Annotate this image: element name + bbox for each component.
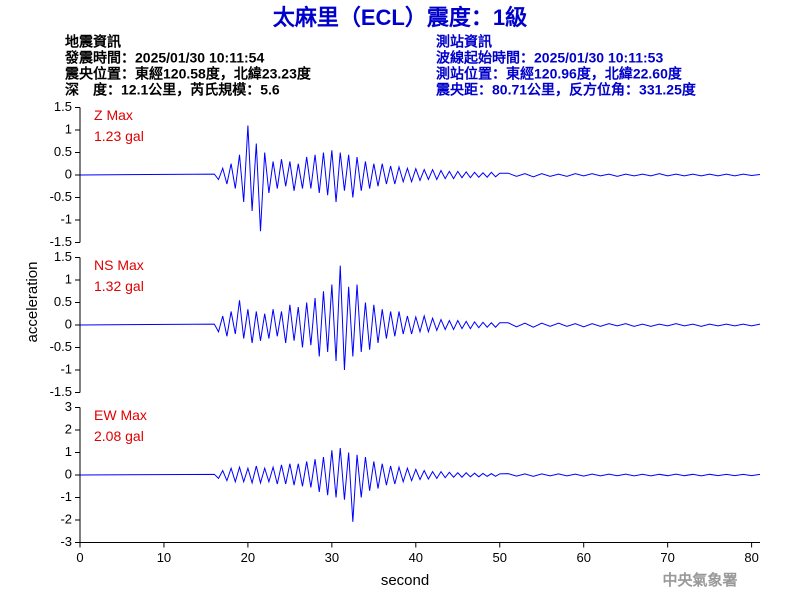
- header-left: 震央位置：東經120.58度，北緯23.23度: [64, 66, 312, 82]
- series-name: Z Max: [94, 107, 133, 123]
- header-right: 測站位置：東經120.96度，北緯22.60度: [436, 66, 683, 82]
- header-right: 震央距：80.71公里，反方位角：331.25度: [435, 82, 697, 98]
- peak-label: 1.23 gal: [94, 128, 144, 144]
- waveform: [79, 125, 761, 232]
- x-tick-label: 70: [660, 550, 674, 565]
- y-tick-label: -0.5: [50, 339, 72, 354]
- y-tick-label: 3: [65, 399, 72, 414]
- series-name: EW Max: [94, 407, 147, 423]
- x-tick-label: 20: [241, 550, 255, 565]
- y-tick-label: 1.5: [54, 249, 72, 264]
- y-tick-label: 0: [65, 166, 72, 181]
- y-tick-label: 0.5: [54, 294, 72, 309]
- y-tick-label: 2: [65, 421, 72, 436]
- x-tick-label: 50: [493, 550, 507, 565]
- y-tick-label: -0.5: [50, 189, 72, 204]
- header-left: 發震時間：2025/01/30 10:11:54: [64, 50, 264, 66]
- header-left: 深 度：12.1公里，芮氏規模：5.6: [65, 82, 280, 98]
- y-tick-label: -1: [60, 489, 72, 504]
- x-tick-label: 40: [409, 550, 423, 565]
- y-tick-label: -2: [60, 511, 72, 526]
- y-tick-label: -1.5: [50, 384, 72, 399]
- x-tick-label: 30: [325, 550, 339, 565]
- x-tick-label: 0: [76, 550, 83, 565]
- y-tick-label: -3: [60, 534, 72, 549]
- chart-title: 太麻里（ECL）震度：1級: [273, 5, 527, 30]
- waveform: [79, 265, 761, 371]
- footer: 中央氣象署: [662, 571, 737, 589]
- y-tick-label: 0.5: [54, 144, 72, 159]
- x-tick-label: 80: [744, 550, 758, 565]
- waveform: [79, 447, 761, 522]
- y-tick-label: 1: [65, 271, 72, 286]
- x-tick-label: 60: [576, 550, 590, 565]
- y-tick-label: -1: [60, 361, 72, 376]
- series-name: NS Max: [94, 257, 144, 273]
- y-tick-label: 0: [65, 466, 72, 481]
- header-right: 波線起始時間：2025/01/30 10:11:53: [436, 50, 663, 66]
- y-tick-label: -1.5: [50, 234, 72, 249]
- peak-label: 2.08 gal: [94, 428, 144, 444]
- x-tick-label: 10: [157, 550, 171, 565]
- y-tick-label: 1: [65, 121, 72, 136]
- y-tick-label: 1.5: [54, 99, 72, 114]
- y-tick-label: 0: [65, 316, 72, 331]
- header-left: 地震資訊: [65, 34, 121, 50]
- x-axis-label: second: [381, 572, 429, 589]
- header-right: 測站資訊: [436, 34, 492, 50]
- y-axis-label: acceleration: [24, 262, 41, 343]
- y-tick-label: -1: [60, 211, 72, 226]
- peak-label: 1.32 gal: [94, 278, 144, 294]
- y-tick-label: 1: [65, 444, 72, 459]
